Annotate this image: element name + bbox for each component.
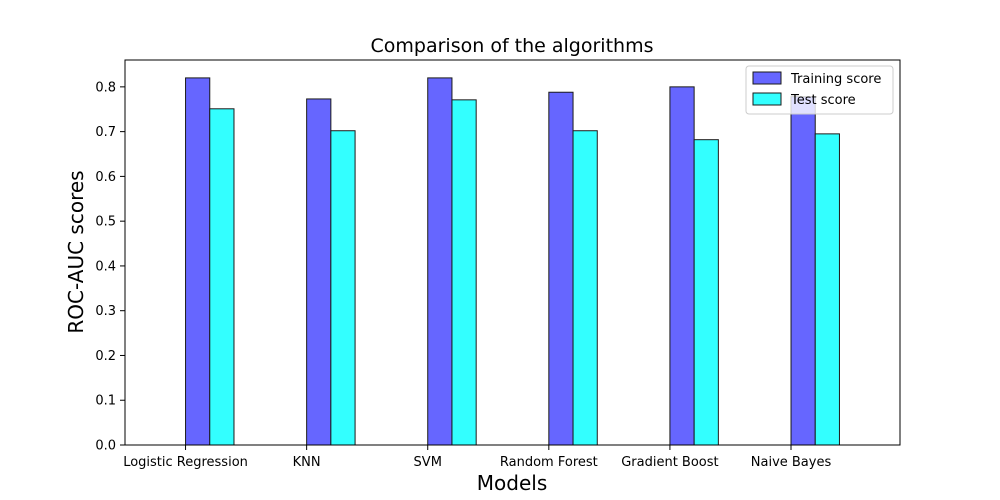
plot-area [125, 60, 900, 445]
legend-label-test: Test score [790, 93, 856, 108]
legend-box [745, 65, 894, 115]
x-tick-label: Naive Bayes [751, 455, 832, 470]
x-tick-label: SVM [414, 455, 442, 470]
y-tick-label: 0.2 [95, 349, 116, 364]
x-tick-label: KNN [293, 455, 321, 470]
y-axis-label: ROC-AUC scores [64, 170, 88, 333]
legend-swatch-test [752, 92, 782, 106]
bar-training-2 [427, 77, 453, 446]
y-tick-label: 0.6 [95, 170, 116, 185]
y-tick-label: 0.1 [95, 394, 116, 409]
bar-test-2 [451, 99, 477, 446]
y-tick-label: 0.4 [95, 259, 116, 274]
bars-group [185, 77, 840, 446]
bar-test-1 [330, 130, 356, 446]
bar-test-0 [209, 108, 235, 446]
bar-test-5 [814, 133, 840, 446]
x-tick-label: Logistic Regression [123, 455, 248, 470]
x-tick-label: Gradient Boost [621, 455, 718, 470]
bar-test-4 [693, 139, 719, 446]
y-tick-label: 0.3 [95, 304, 116, 319]
bar-training-4 [669, 86, 695, 446]
y-tick-label: 0.7 [95, 125, 116, 140]
y-tick-label: 0.0 [95, 439, 116, 454]
legend-swatch-training [752, 71, 782, 85]
bar-training-5 [790, 96, 816, 446]
plot-frame [124, 59, 901, 446]
bar-training-3 [548, 91, 574, 446]
chart-title: Comparison of the algorithms [371, 35, 654, 57]
bar-training-0 [185, 77, 211, 446]
legend: Training score Test score [745, 65, 894, 115]
y-tick-label: 0.5 [95, 215, 116, 230]
x-axis-label: Models [477, 471, 547, 495]
legend-label-training: Training score [790, 72, 881, 87]
x-tick-label: Random Forest [500, 455, 598, 470]
y-axis-ticks: 0.0 0.1 0.2 0.3 0.4 0.5 0.6 0.7 0.8 [95, 80, 125, 454]
y-tick-label: 0.8 [95, 80, 116, 95]
bar-training-1 [306, 98, 332, 446]
bar-test-3 [572, 130, 598, 446]
x-axis-ticks: Logistic Regression KNN SVM Random Forest Gr… [123, 445, 831, 470]
